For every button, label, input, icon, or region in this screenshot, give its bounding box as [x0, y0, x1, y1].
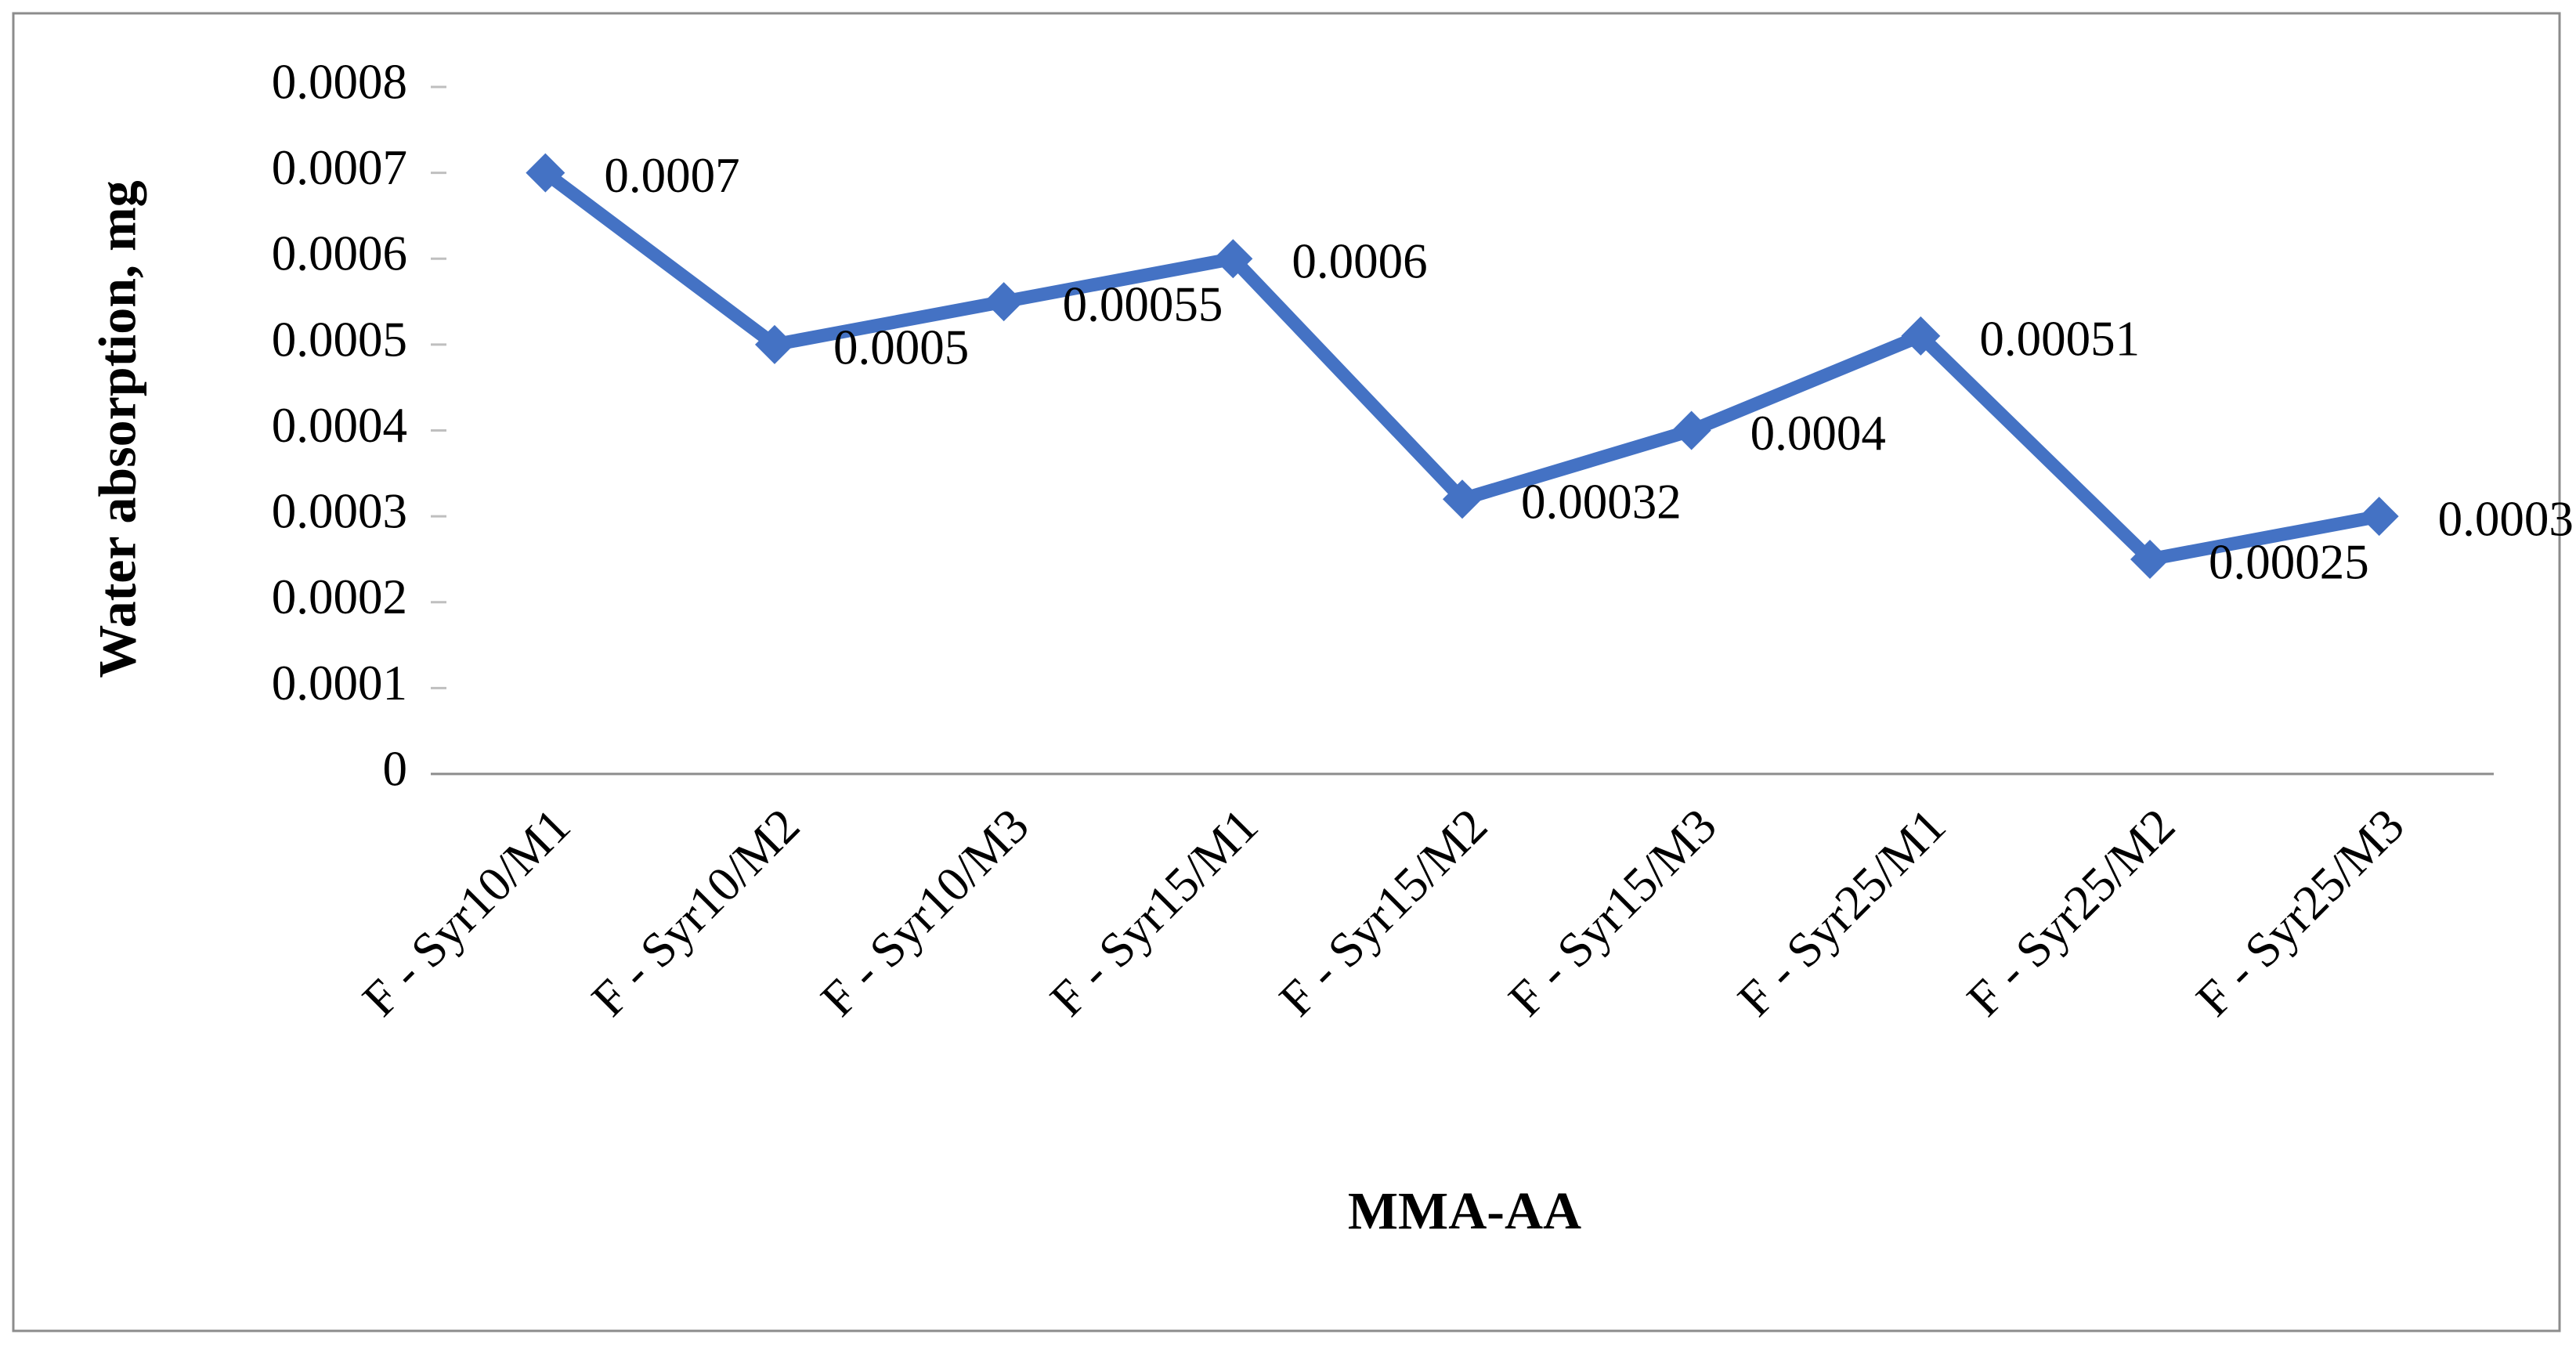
x-tick-label: F - Syr25/M3 [2186, 798, 2415, 1027]
marker [755, 324, 794, 364]
y-axis-title: Water absorption, mg [88, 180, 147, 678]
data-label: 0.0003 [2438, 492, 2574, 547]
y-tick-label: 0.0001 [272, 656, 407, 710]
data-label: 0.0007 [604, 148, 739, 203]
x-tick-label: F - Syr10/M1 [352, 798, 580, 1027]
chart-border [12, 12, 2561, 1332]
x-tick-label: F - Syr10/M2 [581, 798, 810, 1027]
marker [1901, 316, 1941, 356]
y-tick-label: 0.0007 [272, 140, 407, 195]
x-tick-label: F - Syr15/M1 [1039, 798, 1268, 1027]
data-label: 0.0004 [1750, 406, 1886, 461]
x-tick-label: F - Syr25/M1 [1727, 798, 1956, 1027]
marker [1443, 479, 1482, 519]
marker [1671, 410, 1711, 450]
x-tick-label: F - Syr25/M2 [1956, 798, 2185, 1027]
y-tick-label: 0.0004 [272, 398, 407, 453]
data-label: 0.00055 [1063, 277, 1223, 332]
marker [2130, 539, 2170, 579]
y-tick-label: 0.0002 [272, 569, 407, 624]
marker [984, 282, 1024, 322]
data-label: 0.0006 [1292, 234, 1427, 289]
x-axis-title: MMA-AA [1348, 1181, 1581, 1241]
data-label: 0.00032 [1521, 475, 1682, 530]
y-tick-label: 0.0003 [272, 484, 407, 539]
marker [2359, 497, 2399, 537]
x-tick-label: F - Syr10/M3 [811, 798, 1039, 1027]
y-tick-label: 0.0006 [272, 226, 407, 281]
data-label: 0.00051 [1979, 311, 2140, 366]
marker [1213, 239, 1253, 279]
y-tick-label: 0.0008 [272, 54, 407, 109]
x-tick-label: F - Syr15/M2 [1269, 798, 1498, 1027]
marker [526, 153, 565, 193]
y-tick-label: 0.0005 [272, 312, 407, 367]
data-label: 0.00025 [2209, 534, 2369, 589]
x-tick-label: F - Syr15/M3 [1498, 798, 1727, 1027]
y-tick-label: 0 [383, 741, 408, 796]
data-label: 0.0005 [833, 320, 969, 374]
